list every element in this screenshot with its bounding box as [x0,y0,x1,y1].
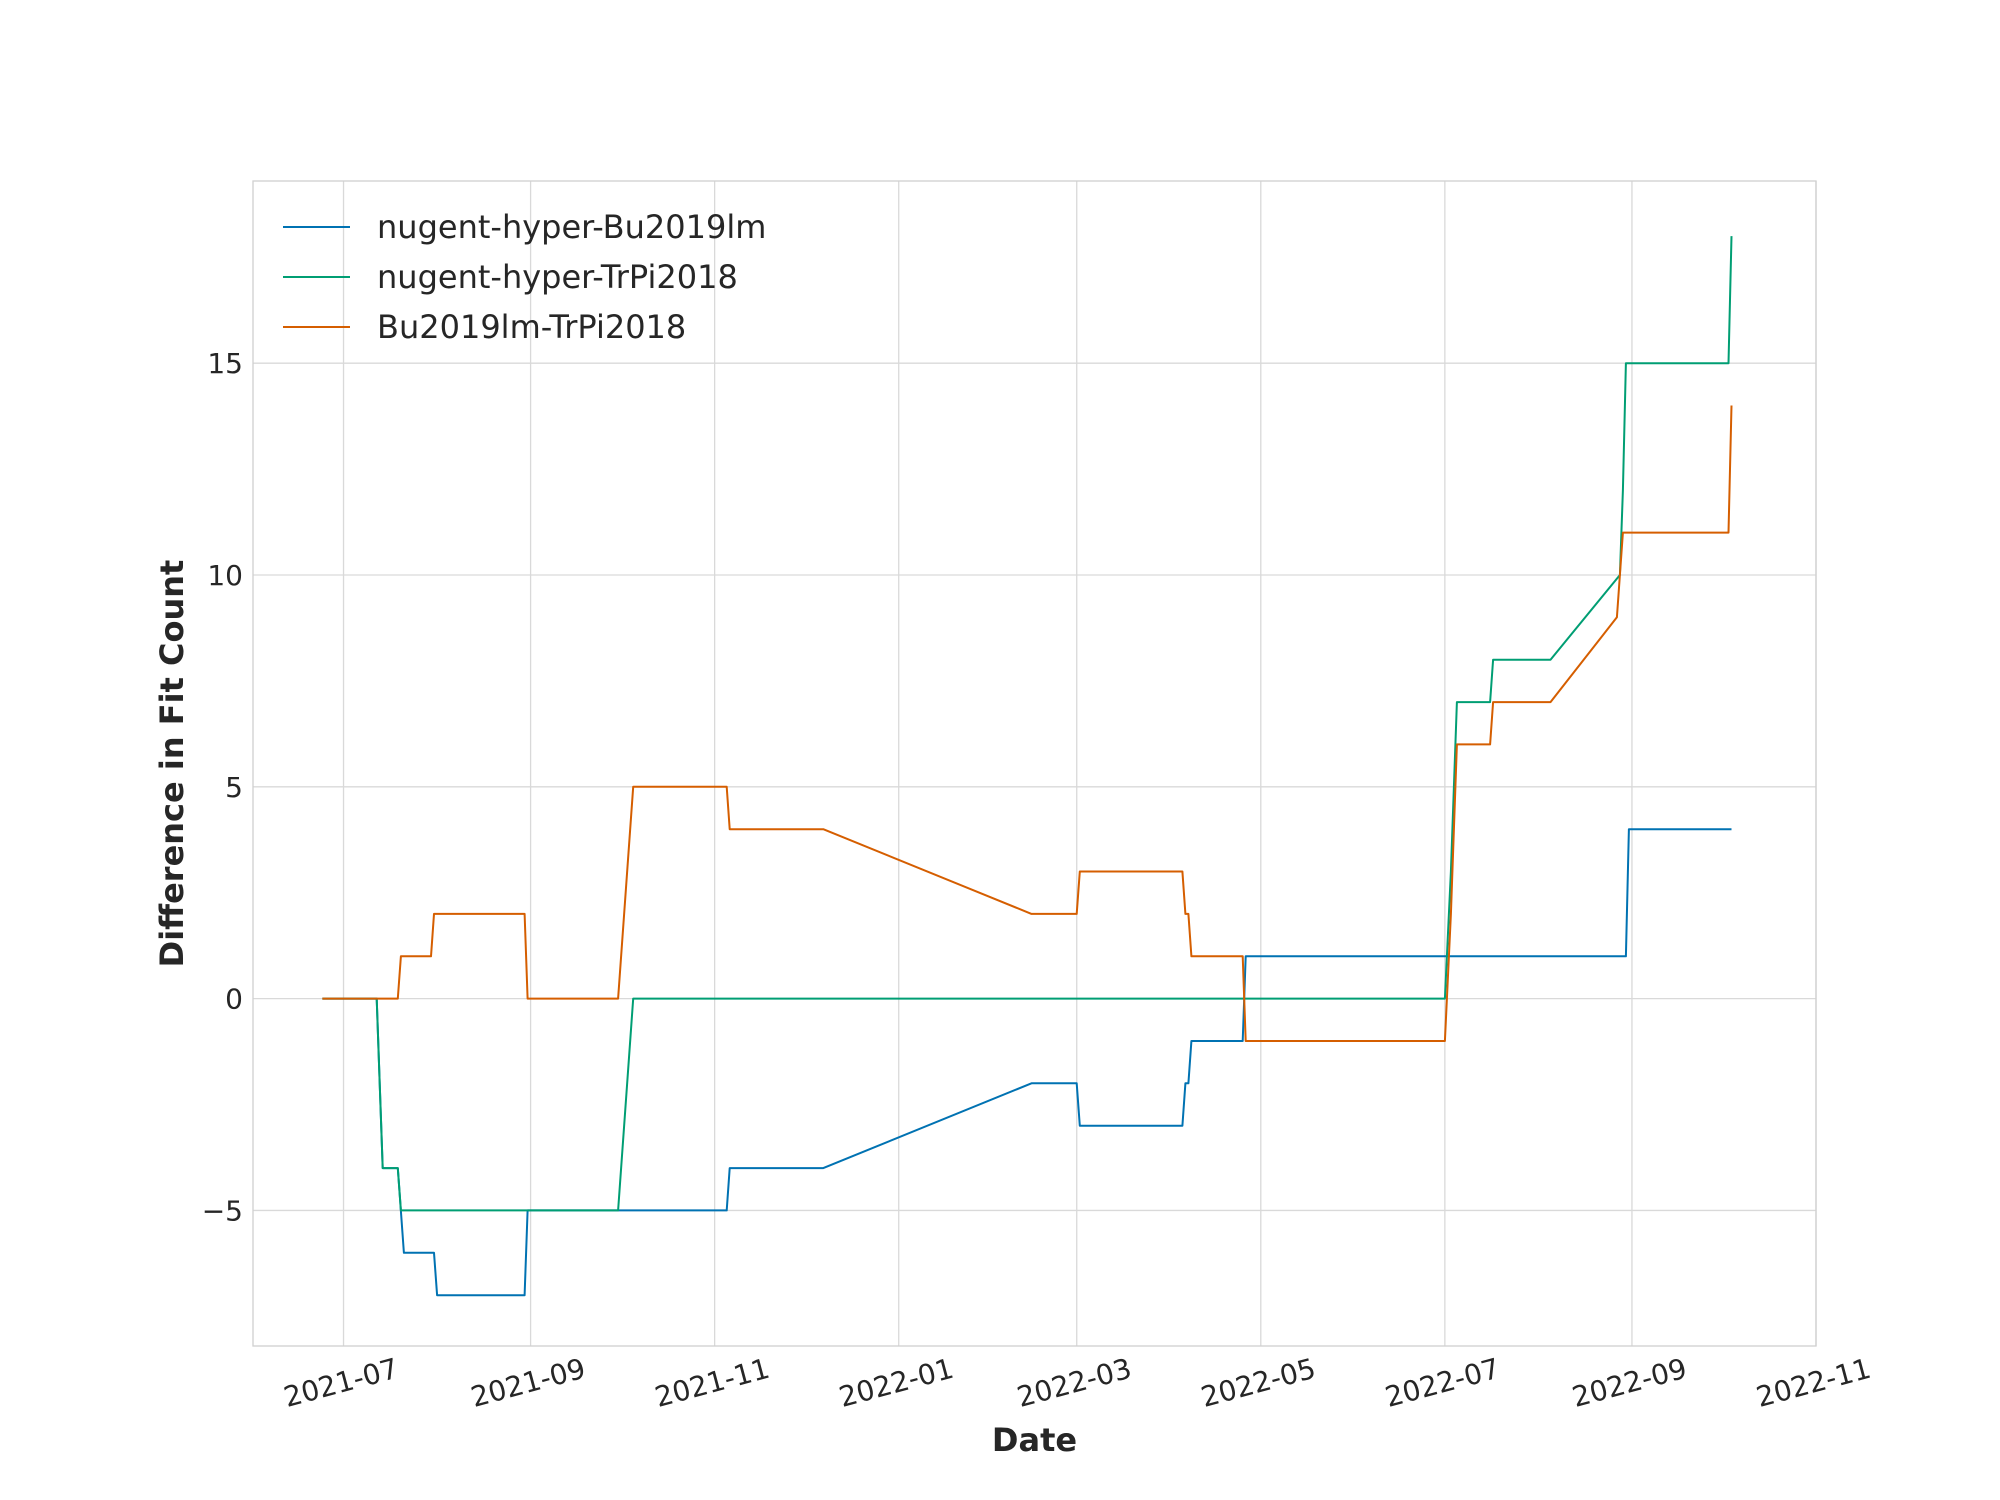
x-tick-label: 2021-09 [467,1352,589,1414]
x-tick-label: 2022-03 [1014,1352,1136,1414]
x-tick-label: 2021-11 [651,1352,773,1414]
x-tick-label: 2022-01 [835,1352,957,1414]
legend-label: Bu2019lm-TrPi2018 [377,308,686,346]
grid [253,181,1817,1346]
series-lines [322,236,1733,1297]
y-axis-title: Difference in Fit Count [153,560,191,968]
x-tick-label: 2022-05 [1198,1352,1320,1414]
legend-label: nugent-hyper-Bu2019lm [377,208,766,246]
axis-ticks: 2021-07 2021-09 2021-11 2022-01 2022-03 2022-… [202,347,1875,1414]
plot-area-frame [252,180,1817,1347]
x-tick-label: 2022-09 [1569,1352,1691,1414]
y-tick-label: 10 [207,559,243,592]
x-tick-label: 2021-07 [280,1352,402,1414]
x-tick-label: 2022-11 [1753,1352,1875,1414]
x-tick-label: 2022-07 [1382,1352,1504,1414]
series-line-nugent-hyper-Bu2019lm [322,828,1732,1297]
series-line-Bu2019lm-TrPi2018 [322,405,1733,1042]
legend-label: nugent-hyper-TrPi2018 [377,258,738,296]
x-axis-title: Date [992,1421,1077,1459]
y-tick-label: 5 [225,771,243,804]
series-line-nugent-hyper-TrPi2018 [322,236,1733,1212]
y-tick-label: 15 [207,347,243,380]
y-tick-label: −5 [202,1194,243,1227]
y-tick-label: 0 [225,983,243,1016]
legend: nugent-hyper-Bu2019lm nugent-hyper-TrPi20… [283,208,766,346]
